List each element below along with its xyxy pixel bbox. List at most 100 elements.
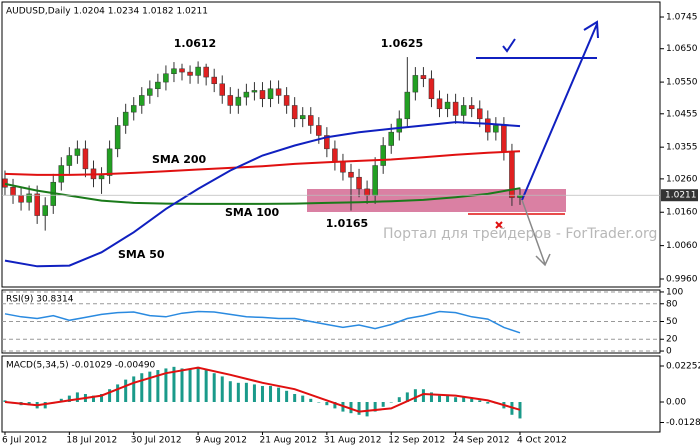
macd-bar [164,368,168,402]
macd-bar [349,401,353,414]
candle-body [82,148,89,170]
candle-body [195,66,201,76]
candle-body [396,118,403,133]
macd-bar [293,394,297,402]
macd-bar [478,400,482,402]
macd-bar [365,401,369,417]
macd-bar [397,397,401,402]
candle-body [380,145,386,166]
y-tick-label: 1.0745 [666,13,698,23]
macd-bar [67,395,71,402]
y-tick-label: 1.0260 [666,174,698,184]
panel-title: AUDUSD,Daily 1.0204 1.0234 1.0182 1.0211 [6,7,208,17]
current-price-label: 1.0211 [665,191,697,201]
macd-bar [405,392,409,402]
y-tick-label: 1.0455 [666,109,698,119]
y-tick-label: -0.01283 [666,418,700,428]
macd-bar [301,395,305,402]
candle-body [468,105,475,110]
candle-body [66,155,73,166]
candle-body [139,95,145,106]
candle-body [219,83,225,96]
up-arrow [521,20,599,201]
candle-body [18,195,24,203]
macd-bar [43,401,47,409]
macd-bar [470,398,474,402]
price-annotation: 1.0165 [326,217,368,230]
candle-body [460,105,467,116]
macd-bar [172,366,176,402]
candle-body [324,135,330,150]
macd-bar [486,401,490,404]
macd-bar [156,370,160,402]
x-tick-label: 9 Aug 2012 [195,436,247,446]
panel-frame [1,1,661,288]
x-tick-label: 12 Sep 2012 [388,436,445,446]
down-arrow [521,199,551,267]
price-annotation: 1.0625 [381,37,423,50]
macd-bar [454,397,458,402]
candle-body [476,108,483,120]
candle-body [74,148,81,156]
candle-body [388,131,394,146]
panel-frame [1,355,661,433]
y-tick-label: 0.00 [666,397,686,407]
candle-body [203,66,209,78]
candle-body [211,76,217,85]
candle-body [10,186,16,196]
candle-body [299,115,306,120]
price-annotation: 1.0612 [174,37,216,50]
sma-label: SMA 100 [225,206,280,219]
y-tick-label: 1.0650 [666,44,698,54]
candle-body [179,68,185,73]
macd-bar [446,395,450,402]
candle-body [291,105,298,120]
macd-bar [317,401,321,403]
panel-title: RSI(9) 30.8314 [6,295,74,305]
macd-bar [325,401,329,406]
x-tick-label: 4 Oct 2012 [517,436,567,446]
candle-body [171,68,177,75]
macd-bar [236,382,240,402]
candle-body [348,171,354,178]
macd-bar [140,373,144,402]
candle-body [404,91,411,120]
candle-body [155,81,161,90]
macd-bar [309,398,313,402]
candle-body [452,101,459,116]
macd-bar [373,401,377,412]
x-tick-label: 18 Jul 2012 [66,436,117,446]
macd-bar [228,381,232,402]
y-tick-label: 1.0060 [666,241,698,251]
y-tick-label: 0.9960 [666,274,698,284]
candle-body [493,125,499,133]
macd-bar [196,366,200,402]
cross-mark [495,221,503,229]
candle-body [340,161,346,173]
candle-body [501,125,507,153]
candle-body [420,75,427,80]
macd-bar [244,382,248,402]
macd-bar [277,387,281,402]
rsi-line [4,310,521,334]
candle-body [283,95,290,106]
watermark: Портал для трейдеров - ForTrader.org [383,226,657,242]
macd-bar [3,400,7,402]
y-tick-label: 20 [666,335,678,345]
candle-body [130,105,137,113]
macd-bar [132,376,136,402]
y-tick-label: 100 [666,287,683,297]
x-tick-label: 30 Jul 2012 [131,436,182,446]
macd-bar [413,389,417,402]
y-tick-label: 1.0355 [666,143,698,153]
macd-bar [116,384,120,402]
signal-line [4,366,521,413]
macd-bar [75,392,79,402]
y-tick-label: 80 [666,299,678,309]
candle-body [428,78,435,100]
sma-line [4,150,521,176]
macd-bar [518,401,522,419]
candle-body [235,96,242,106]
candle-body [58,165,65,183]
candle-body [436,98,443,110]
